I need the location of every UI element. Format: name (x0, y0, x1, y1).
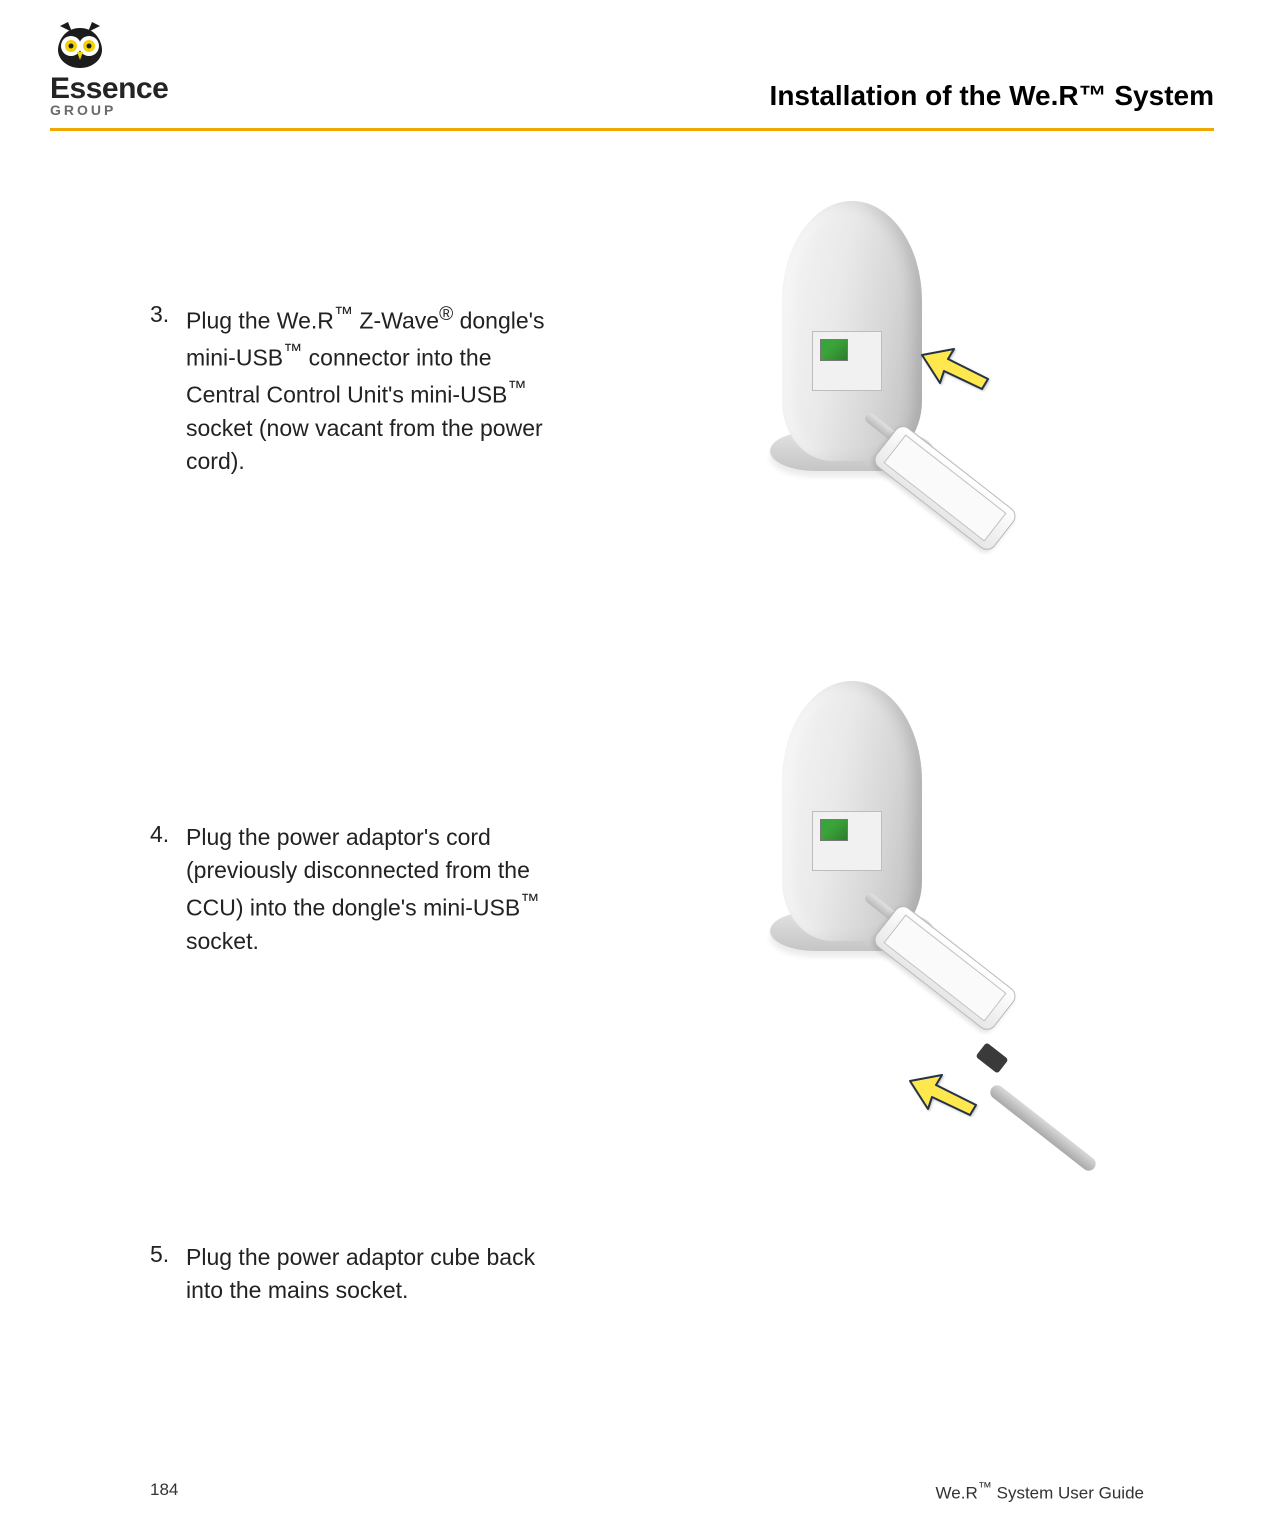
logo-block: Essence GROUP (50, 20, 168, 118)
logo-sub-text: GROUP (50, 102, 116, 118)
step-text: Plug the We.R™ Z-Wave® dongle's mini-USB… (186, 301, 550, 479)
page-footer: 184 We.R™ System User Guide (150, 1480, 1144, 1504)
guide-label: We.R™ System User Guide (936, 1480, 1144, 1504)
step-text: Plug the power adaptor cube back into th… (186, 1241, 550, 1308)
step-illustration (590, 201, 1154, 621)
instruction-step: 3. Plug the We.R™ Z-Wave® dongle's mini-… (150, 201, 1154, 621)
content-area: 3. Plug the We.R™ Z-Wave® dongle's mini-… (0, 131, 1274, 1308)
step-illustration (590, 681, 1154, 1221)
step-number: 4. (150, 821, 186, 848)
instruction-step: 4. Plug the power adaptor's cord (previo… (150, 681, 1154, 1221)
step-number: 5. (150, 1241, 186, 1268)
logo-brand-text: Essence (50, 72, 168, 106)
page-header: Essence GROUP Installation of the We.R™ … (0, 0, 1274, 128)
instruction-step: 5. Plug the power adaptor cube back into… (150, 1241, 1154, 1308)
page-title: Installation of the We.R™ System (770, 80, 1214, 112)
owl-logo-icon (50, 20, 110, 70)
page-number: 184 (150, 1480, 178, 1504)
step-text: Plug the power adaptor's cord (previousl… (186, 821, 550, 958)
step-number: 3. (150, 301, 186, 328)
